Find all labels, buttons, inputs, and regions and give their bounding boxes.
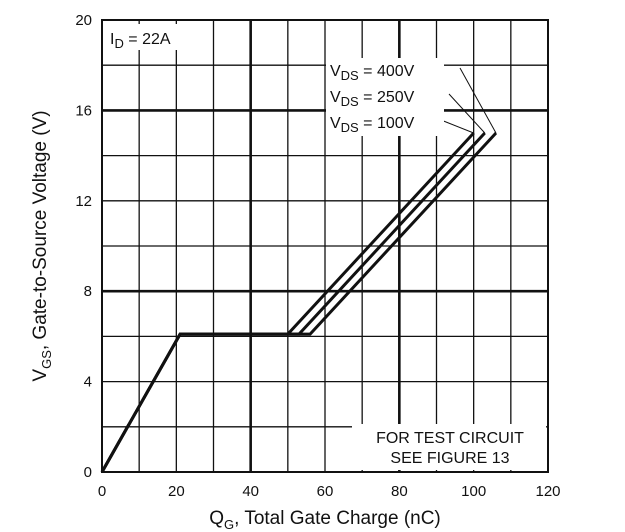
y-tick-label: 8 bbox=[84, 283, 92, 300]
test-circuit-note-bg bbox=[352, 424, 546, 470]
y-tick-label: 20 bbox=[75, 12, 92, 29]
condition-label-bg bbox=[105, 24, 189, 50]
series-line-2 bbox=[100, 131, 475, 473]
y-tick-label: 12 bbox=[75, 193, 92, 210]
x-tick-label: 40 bbox=[242, 483, 259, 500]
x-tick-label: 0 bbox=[98, 483, 106, 500]
y-axis-label: VGS, Gate-to-Source Voltage (V) bbox=[30, 110, 54, 381]
legend-leader-1 bbox=[448, 93, 486, 134]
test-circuit-note-line1: FOR TEST CIRCUIT bbox=[376, 430, 524, 447]
x-tick-label: 60 bbox=[317, 483, 334, 500]
tick-labels: 0 20 40 60 80 100 120 0 4 8 12 16 20 bbox=[75, 12, 560, 500]
series-curves bbox=[100, 131, 498, 473]
legend-leader-lines bbox=[440, 67, 497, 134]
legend-label-400v: VDS = 400V bbox=[330, 63, 415, 83]
plot-frame bbox=[101, 19, 549, 473]
legend-leader-2 bbox=[440, 119, 474, 134]
x-tick-label: 20 bbox=[168, 483, 185, 500]
grid-lines bbox=[102, 20, 548, 472]
y-tick-label: 4 bbox=[84, 374, 92, 391]
x-axis-label: QG, Total Gate Charge (nC) bbox=[209, 508, 441, 532]
x-tick-label: 120 bbox=[535, 483, 560, 500]
legend-label-250v: VDS = 250V bbox=[330, 89, 415, 109]
y-tick-label: 16 bbox=[75, 102, 92, 119]
test-circuit-note-line2: SEE FIGURE 13 bbox=[390, 450, 509, 467]
x-tick-label: 80 bbox=[391, 483, 408, 500]
legend-label-100v: VDS = 100V bbox=[330, 115, 415, 135]
condition-label: ID = 22A bbox=[110, 31, 171, 51]
legend-bg bbox=[326, 58, 444, 136]
y-tick-label: 0 bbox=[84, 464, 92, 481]
legend-leader-0 bbox=[459, 67, 497, 134]
x-tick-label: 100 bbox=[461, 483, 486, 500]
